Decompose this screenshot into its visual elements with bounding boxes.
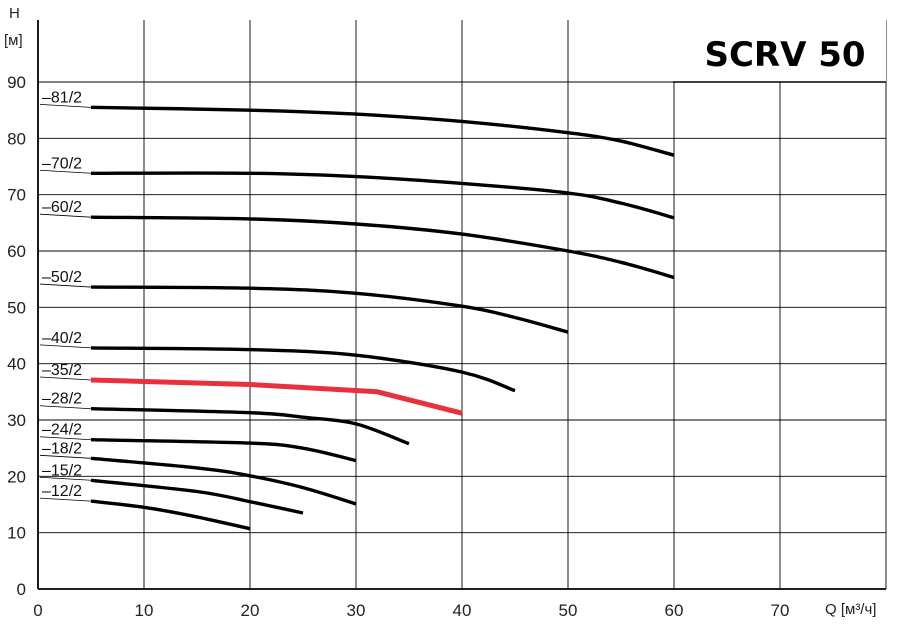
series-line — [90, 478, 304, 515]
x-tick-label: 20 — [241, 601, 260, 620]
series-leader-line — [39, 454, 92, 459]
series-leader-line — [39, 476, 92, 481]
x-tick-label: 30 — [347, 601, 366, 620]
series-label: –40/2 — [42, 330, 82, 347]
y-tick-label: 80 — [7, 129, 26, 148]
series-labels: –81/2 –70/2 –60/2 –50/2 –40/2 –35/2 –28/2 –24/2… — [39, 89, 92, 502]
series-leader-line — [39, 497, 92, 502]
series-leader-line — [39, 283, 92, 288]
x-tick-label: 40 — [453, 601, 472, 620]
title-box — [673, 20, 886, 82]
x-tick-label: 60 — [665, 601, 684, 620]
y-tick-label: 60 — [7, 242, 26, 261]
grid — [37, 20, 887, 590]
x-axis-label-bg — [822, 596, 890, 622]
series-label: –24/2 — [42, 422, 82, 439]
x-axis-label: Q [м³/ч] — [825, 601, 876, 618]
y-tick-label: 90 — [7, 73, 26, 92]
x-tick-label: 10 — [135, 601, 154, 620]
x-tick-label: 0 — [33, 601, 42, 620]
series-leader-line — [39, 103, 92, 108]
y-tick-label: 10 — [7, 524, 26, 543]
series-label: –18/2 — [42, 440, 82, 457]
series-line — [90, 407, 410, 446]
series-label: –28/2 — [42, 391, 82, 408]
series-line — [90, 171, 675, 220]
series-line — [90, 346, 516, 393]
series-line — [90, 105, 675, 157]
y-tick-label: 70 — [7, 186, 26, 205]
x-tick-label: 50 — [559, 601, 578, 620]
series-label: –70/2 — [42, 155, 82, 172]
series-line — [90, 215, 675, 280]
series-label: –81/2 — [42, 89, 82, 106]
y-tick-labels: 0 10 20 30 40 50 60 70 80 90 — [7, 73, 26, 599]
series-line — [90, 285, 569, 334]
series-label: –15/2 — [42, 462, 82, 479]
y-axis-unit: [м] — [4, 32, 23, 49]
series-leader-line — [39, 344, 92, 349]
series-leader-line — [39, 405, 92, 410]
series-line — [90, 377, 463, 416]
series-label: –60/2 — [42, 199, 82, 216]
y-axis-label: H — [9, 5, 20, 22]
series-leader-line — [39, 213, 92, 218]
series-leader-line — [39, 376, 92, 381]
series-leader-line — [39, 169, 92, 174]
x-tick-label: 70 — [771, 601, 790, 620]
chart-title: SCRV 50 — [704, 35, 865, 75]
y-tick-label: 40 — [7, 355, 26, 374]
y-tick-label: 50 — [7, 298, 26, 317]
series-label: –35/2 — [42, 362, 82, 379]
series-group — [90, 105, 675, 531]
series-label: –50/2 — [42, 269, 82, 286]
y-tick-label: 30 — [7, 411, 26, 430]
y-tick-label: 0 — [17, 580, 26, 599]
y-tick-label: 20 — [7, 467, 26, 486]
series-label: –12/2 — [42, 483, 82, 500]
series-line — [90, 456, 357, 506]
series-line — [90, 499, 251, 531]
series-line — [90, 438, 357, 463]
series-leader-line — [39, 436, 92, 441]
x-tick-labels: 0 10 20 30 40 50 60 70 — [33, 601, 789, 620]
